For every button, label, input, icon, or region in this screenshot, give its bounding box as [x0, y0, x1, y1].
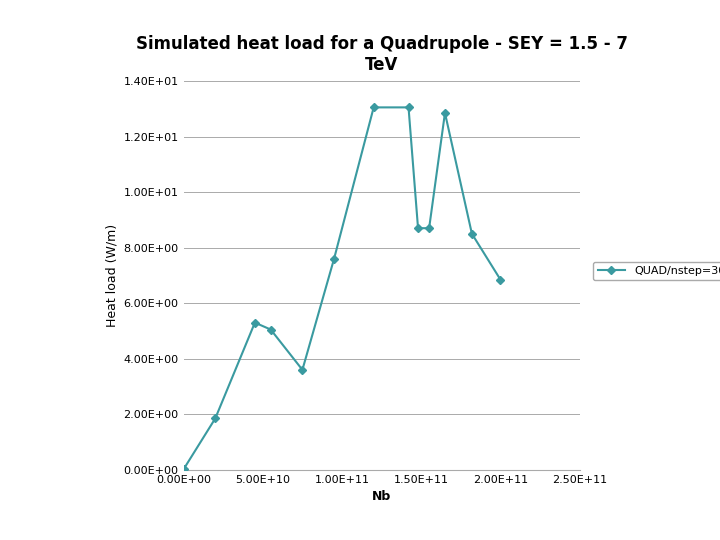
QUAD/nstep=3000: [496, 276, 505, 283]
QUAD/nstep=3000: [211, 415, 220, 422]
Circle shape: [0, 0, 102, 270]
Line: QUAD/nstep=3000: QUAD/nstep=3000: [181, 105, 503, 472]
QUAD/nstep=3000: [467, 231, 476, 237]
QUAD/nstep=3000: [425, 225, 433, 232]
QUAD/nstep=3000: [298, 367, 307, 373]
Y-axis label: Heat load (W/m): Heat load (W/m): [105, 224, 118, 327]
QUAD/nstep=3000: [179, 466, 188, 472]
QUAD/nstep=3000: [414, 225, 423, 232]
Title: Simulated heat load for a Quadrupole - SEY = 1.5 - 7
TeV: Simulated heat load for a Quadrupole - S…: [135, 35, 628, 74]
QUAD/nstep=3000: [251, 319, 259, 326]
Circle shape: [53, 0, 161, 378]
X-axis label: Nb: Nb: [372, 490, 391, 503]
QUAD/nstep=3000: [441, 110, 449, 116]
QUAD/nstep=3000: [266, 326, 275, 333]
QUAD/nstep=3000: [330, 255, 338, 262]
QUAD/nstep=3000: [404, 104, 413, 111]
Legend: QUAD/nstep=3000: QUAD/nstep=3000: [593, 261, 720, 280]
QUAD/nstep=3000: [369, 104, 378, 111]
